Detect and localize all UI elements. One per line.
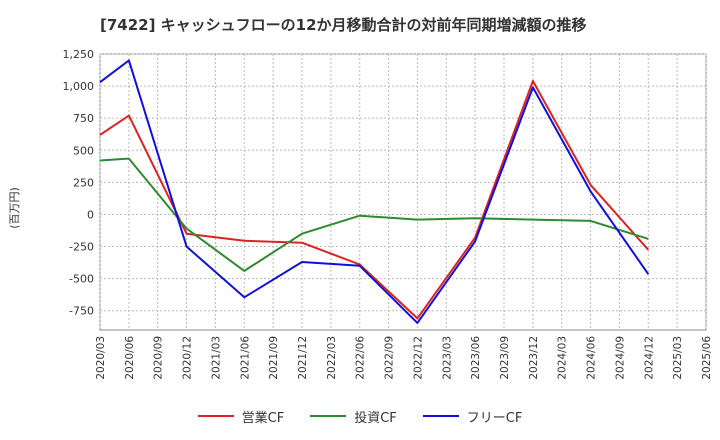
y-tick-label: 1,250: [63, 48, 95, 61]
x-tick-label: 2020/03: [95, 336, 107, 380]
chart-title: [7422] キャッシュフローの12か月移動合計の対前年同期増減額の推移: [100, 16, 587, 34]
line-chart: 1,250 1,000 750 500 250 0 -250 -500 -750 2020/03 2…: [63, 48, 714, 380]
x-tick-label: 2022/09: [384, 336, 396, 380]
legend-swatch-free-cf: [422, 415, 459, 417]
legend-item-investing-cf: 投資CF: [310, 407, 397, 426]
legend-label-free-cf: フリーCF: [466, 410, 523, 426]
legend-item-operating-cf: 営業CF: [197, 407, 285, 426]
x-tick-label: 2022/06: [355, 336, 367, 380]
y-tick-label: -750: [69, 305, 94, 318]
x-tick-label: 2024/06: [586, 336, 598, 380]
plot-area: [99, 53, 707, 331]
x-tick-label: 2023/03: [441, 336, 453, 380]
y-tick-label: 0: [87, 208, 94, 221]
x-tick-label: 2022/12: [412, 336, 424, 380]
y-tick-label: -500: [69, 273, 94, 286]
legend-label-investing-cf: 投資CF: [354, 410, 397, 426]
x-tick-label: 2021/09: [268, 336, 280, 380]
legend: 営業CF 投資CF フリーCF: [0, 404, 720, 428]
y-tick-label: 250: [73, 176, 94, 189]
x-tick-label: 2021/03: [210, 336, 222, 380]
x-tick-label: 2025/03: [672, 336, 684, 380]
x-tick-label: 2022/03: [326, 336, 338, 380]
x-tick-label: 2021/12: [297, 336, 309, 380]
y-tick-label: -250: [69, 241, 94, 254]
x-tick-label: 2025/06: [701, 336, 713, 380]
legend-swatch-operating-cf: [197, 415, 234, 417]
x-tick-label: 2023/06: [470, 336, 482, 380]
x-tick-label: 2024/12: [643, 336, 655, 380]
x-tick-label: 2023/12: [528, 336, 540, 380]
x-tick-label: 2024/03: [557, 336, 569, 380]
x-tick-label: 2021/06: [239, 336, 251, 380]
legend-item-free-cf: フリーCF: [422, 407, 523, 426]
series-line-2: [99, 59, 650, 324]
x-tick-label: 2024/09: [614, 336, 626, 380]
y-tick-label: 500: [73, 144, 94, 157]
y-tick-label: 1,000: [63, 80, 95, 93]
y-tick-label: 750: [73, 112, 94, 125]
x-tick-label: 2020/06: [124, 336, 136, 380]
x-tick-label: 2023/09: [499, 336, 511, 380]
x-tick-label: 2020/09: [153, 336, 165, 380]
legend-swatch-investing-cf: [310, 415, 347, 417]
series-line-0: [99, 80, 650, 320]
x-tick-label: 2020/12: [182, 336, 194, 380]
series-line-1: [99, 157, 649, 272]
legend-label-operating-cf: 営業CF: [241, 410, 285, 426]
